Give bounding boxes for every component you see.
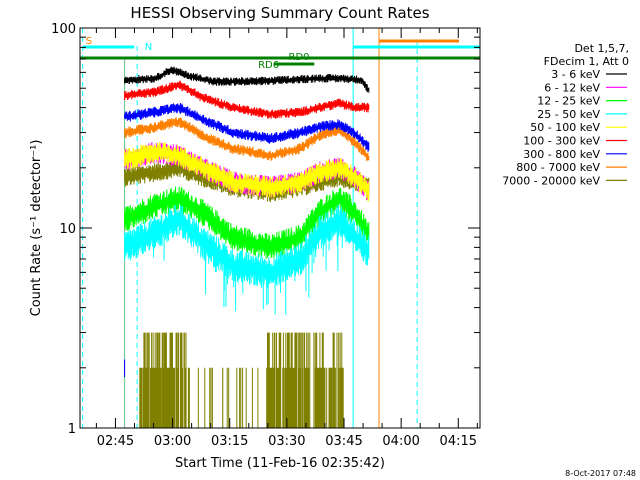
x-tick-label-0315: 03:15	[211, 434, 248, 449]
legend-header-line-2: FDecim 1, Att 0	[544, 55, 629, 68]
series-3-6kev	[124, 66, 370, 93]
legend-label-100-300kev: 100 - 300 keV	[523, 135, 600, 148]
flag-label-s: S	[86, 36, 92, 47]
series-12-25kev	[124, 186, 370, 260]
x-tick-label-0330: 03:30	[268, 434, 305, 449]
x-tick-label-0415: 04:15	[440, 434, 477, 449]
series-800-7000kev	[124, 117, 370, 162]
flag-layer: S N RD0 RD6	[80, 36, 480, 71]
y-tick-label-1: 1	[68, 422, 76, 437]
series-100-300kev	[124, 80, 370, 119]
legend-label-7000-20000kev: 7000 - 20000 keV	[502, 174, 600, 187]
y-axis-label: Count Rate (s⁻¹ detector⁻¹)	[29, 140, 44, 317]
flag-label-rd6: RD6	[258, 60, 279, 71]
x-axis-label: Start Time (11-Feb-16 02:35:42)	[175, 456, 385, 471]
series-25-50kev	[124, 205, 370, 288]
series-25-50kev-dips	[141, 220, 343, 315]
x-tick-label-0245: 02:45	[97, 434, 134, 449]
legend-label-6-12kev: 6 - 12 keV	[544, 81, 600, 94]
x-tick-label-0400: 04:00	[382, 434, 419, 449]
legend-label-800-7000kev: 800 - 7000 keV	[516, 161, 600, 174]
y-tick-label-10: 10	[59, 222, 76, 237]
legend-header-line-1: Det 1,5,7,	[574, 42, 629, 55]
x-tick-label-0300: 03:00	[154, 434, 191, 449]
x-tick-label-0345: 03:45	[325, 434, 362, 449]
y-tick-label-100: 100	[51, 22, 76, 37]
legend-label-3-6kev: 3 - 6 keV	[551, 68, 600, 81]
flag-label-n: N	[145, 42, 152, 53]
series-7000-20000kev-low-counts	[139, 332, 344, 428]
legend-label-50-100kev: 50 - 100 keV	[530, 121, 600, 134]
legend-label-25-50kev: 25 - 50 keV	[537, 108, 600, 121]
legend-label-300-800kev: 300 - 800 keV	[523, 148, 600, 161]
series-300-800kev	[124, 102, 370, 152]
timestamp: 8-Oct-2017 07:48	[565, 469, 636, 478]
series-layer	[124, 66, 370, 428]
axis-layer: 1 10 100 02:45 03:00 03:15 03:30 03:45 04:00 04:1…	[51, 22, 480, 449]
chart-title: HESSI Observing Summary Count Rates	[130, 4, 429, 22]
legend-label-12-25kev: 12 - 25 keV	[537, 95, 600, 108]
flag-label-rd0: RD0	[289, 52, 310, 63]
series-50-100kev	[124, 141, 370, 202]
